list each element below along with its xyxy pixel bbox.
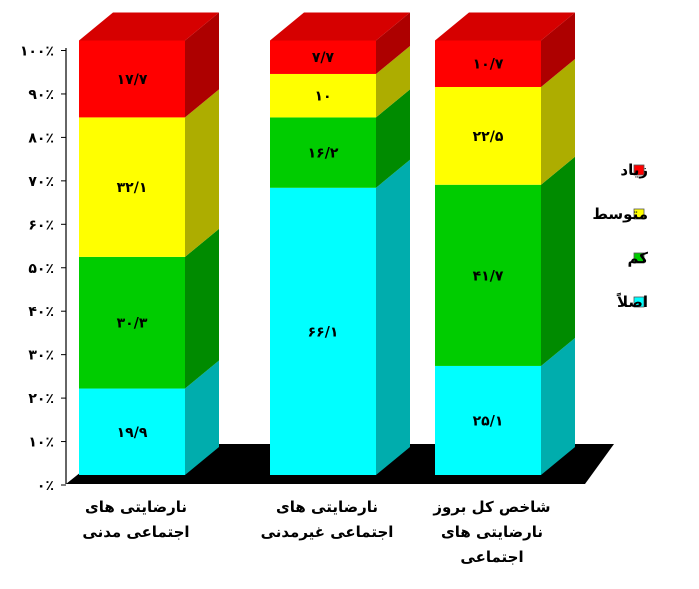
data-label-1-1: ۱۹/۹	[117, 425, 148, 441]
legend-swatch	[633, 296, 645, 308]
y-tick-label: ۵۰٪	[28, 261, 54, 277]
y-tick-label: ۱۰۰٪	[20, 44, 54, 60]
legend-label: کم	[628, 249, 649, 267]
data-label-2-1: ۶۶/۱	[308, 324, 339, 340]
bar-top-2	[270, 12, 410, 41]
x-category-label-line: اجتماعی غیرمدنی	[261, 523, 394, 541]
x-category-label-3: شاخص کل بروز نارضایتی های اجتماعی	[432, 498, 550, 566]
legend-item-3: کم	[628, 249, 649, 267]
y-tick-label: ۴۰٪	[28, 304, 54, 320]
y-tick-label: ۷۰٪	[28, 174, 54, 190]
bar-segment-1-3	[79, 117, 185, 257]
data-label-2-2: ۱۶/۲	[308, 146, 339, 162]
legend-item-4: اصلاً	[616, 292, 648, 311]
bar-segment-3-3	[435, 86, 541, 185]
x-category-label-line: شاخص کل بروز	[432, 498, 550, 516]
bar-segment-2-1	[270, 187, 376, 475]
legend-label: اصلاً	[616, 292, 648, 311]
data-label-2-3: ۱۰	[314, 89, 331, 105]
x-category-label-line: نارضایتی های	[85, 498, 187, 516]
y-tick-label: ۳۰٪	[28, 348, 54, 364]
bar-segment-side-2-2	[376, 89, 410, 188]
x-category-label-line: نارضایتی های	[276, 498, 378, 516]
x-category-label-line: اجتماعی مدنی	[82, 523, 189, 541]
bar-segment-2-2	[270, 117, 376, 188]
legend-swatch	[633, 164, 645, 176]
legend-label: زیاد	[620, 161, 648, 179]
bar-segment-3-2	[435, 184, 541, 366]
bar-segment-side-1-2	[185, 228, 219, 389]
data-label-3-2: ۴۱/۷	[473, 268, 504, 284]
bar-segment-side-3-4	[541, 12, 575, 87]
bar-segment-2-4	[270, 40, 376, 74]
legend-label: متوسط	[592, 205, 648, 223]
y-tick-label: ۹۰٪	[28, 87, 54, 103]
bar-segment-3-1	[435, 365, 541, 475]
bar-segment-side-3-2	[541, 156, 575, 366]
data-label-1-3: ۳۲/۱	[117, 180, 148, 196]
y-tick-label: ۲۰٪	[28, 391, 54, 407]
data-label-3-4: ۱۰/۷	[473, 57, 504, 73]
data-label-2-4: ۷/۷	[312, 50, 335, 66]
x-category-label-line: نارضایتی های	[441, 523, 543, 541]
bar-segment-1-1	[79, 388, 185, 475]
bar-segment-side-1-4	[185, 12, 219, 118]
bar-segment-side-1-1	[185, 360, 219, 475]
legend-item-2: متوسط	[592, 205, 648, 223]
x-category-label-1: نارضایتی های اجتماعی مدنی	[82, 498, 189, 541]
bar-segment-1-2	[79, 256, 185, 389]
bar-top-1	[79, 12, 219, 41]
data-label-1-4: ۱۷/۷	[117, 72, 148, 88]
bar-stack-2: ۶۶/۱ ۱۶/۲ ۱۰ ۷/۷	[270, 12, 410, 475]
y-axis: ۰٪ ۱۰٪ ۲۰٪ ۳۰٪ ۴۰٪ ۵۰٪ ۶۰٪ ۷۰٪ ۸۰٪ ۹۰٪ ۱۰۰٪	[20, 44, 67, 494]
y-tick-label: ۸۰٪	[28, 130, 54, 146]
data-label-3-1: ۲۵/۱	[473, 413, 504, 429]
x-axis-labels: نارضایتی های اجتماعی مدنی نارضایتی های اجتم…	[82, 498, 550, 566]
bar-stack-1: ۱۹/۹ ۳۰/۳ ۳۲/۱ ۱۷/۷	[79, 12, 219, 475]
x-category-label-2: نارضایتی های اجتماعی غیرمدنی	[261, 498, 394, 541]
bar-segment-2-3	[270, 73, 376, 118]
data-label-3-3: ۲۲/۵	[473, 129, 504, 145]
y-tick-label: ۱۰٪	[28, 435, 54, 451]
x-category-label-line: اجتماعی	[460, 548, 523, 566]
data-label-1-2: ۳۰/۳	[117, 316, 148, 332]
bar-segment-1-4	[79, 40, 185, 118]
bars: ۱۹/۹ ۳۰/۳ ۳۲/۱ ۱۷/۷ ۶۶/۱ ۱۶/۲ ۱۰ ۷/۷ ۲۵/۱ ۴۱/۷ ۲۲/…	[79, 12, 575, 475]
legend-item-1: زیاد	[620, 161, 648, 179]
bar-top-3	[435, 12, 575, 41]
legend: زیاد متوسط کم اصلاً	[592, 161, 648, 311]
bar-segment-side-2-3	[376, 45, 410, 118]
bar-segment-side-1-3	[185, 89, 219, 257]
bar-stack-3: ۲۵/۱ ۴۱/۷ ۲۲/۵ ۱۰/۷	[435, 12, 575, 475]
bar-segment-3-4	[435, 40, 541, 87]
bar-segment-side-3-3	[541, 58, 575, 185]
y-tick-label: ۶۰٪	[28, 217, 54, 233]
bar-segment-side-3-1	[541, 337, 575, 475]
bar-segment-side-2-4	[376, 12, 410, 74]
y-tick-label: ۰٪	[37, 478, 54, 494]
legend-swatch	[633, 252, 645, 264]
legend-swatch	[633, 208, 645, 220]
bar-segment-side-2-1	[376, 159, 410, 475]
